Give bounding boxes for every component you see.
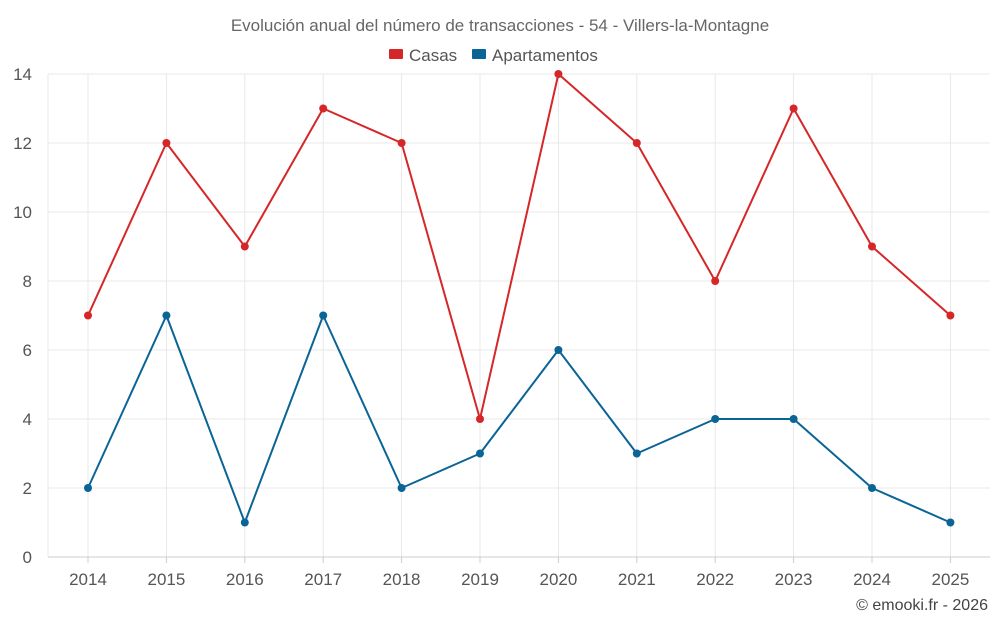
legend-swatch-casas [389, 49, 403, 59]
data-point-casas[interactable] [554, 70, 563, 78]
data-point-apartamentos[interactable] [946, 518, 955, 527]
legend: Casas Apartamentos [389, 46, 598, 65]
y-tick-label: 8 [23, 272, 32, 291]
legend-label-apartamentos: Apartamentos [492, 46, 598, 65]
data-point-apartamentos[interactable] [711, 415, 720, 423]
data-point-apartamentos[interactable] [476, 449, 484, 458]
y-tick-label: 2 [23, 479, 32, 498]
data-point-apartamentos[interactable] [162, 311, 171, 320]
axes: 0 2 4 6 8 10 12 14 2014 2015 2016 2017 2018 2019 2020 2… [13, 65, 990, 589]
legend-label-casas: Casas [409, 46, 457, 65]
data-point-casas[interactable] [162, 139, 171, 147]
data-point-casas[interactable] [240, 242, 249, 251]
series [84, 70, 955, 527]
data-point-apartamentos[interactable] [397, 484, 406, 492]
data-point-casas[interactable] [632, 139, 641, 147]
y-tick-label: 4 [23, 410, 32, 429]
data-point-apartamentos[interactable] [789, 415, 798, 423]
series-line-casas [87, 73, 952, 420]
data-point-casas[interactable] [319, 104, 328, 113]
x-tick-label: 2021 [618, 570, 656, 589]
legend-swatch-apartamentos [472, 49, 486, 59]
y-tick-label: 12 [13, 134, 32, 153]
x-tick-label: 2025 [931, 570, 969, 589]
data-point-apartamentos[interactable] [632, 449, 641, 458]
data-point-apartamentos[interactable] [240, 518, 249, 527]
x-tick-label: 2018 [383, 570, 421, 589]
x-tick-label: 2019 [461, 570, 499, 589]
data-point-casas[interactable] [397, 139, 406, 147]
series-line-apartamentos [87, 314, 951, 524]
grid [47, 73, 990, 557]
x-tick-label: 2024 [853, 570, 891, 589]
y-tick-label: 6 [23, 341, 32, 360]
x-tick-label: 2023 [775, 570, 813, 589]
data-point-casas[interactable] [789, 104, 798, 113]
data-point-casas[interactable] [946, 311, 955, 320]
data-point-casas[interactable] [84, 311, 92, 320]
data-point-apartamentos[interactable] [554, 346, 563, 354]
data-point-casas[interactable] [711, 277, 720, 285]
data-point-apartamentos[interactable] [868, 484, 876, 492]
data-point-apartamentos[interactable] [84, 484, 92, 492]
x-tick-label: 2015 [147, 570, 185, 589]
data-point-casas[interactable] [868, 242, 876, 251]
x-tick-label: 2014 [69, 570, 107, 589]
data-point-casas[interactable] [476, 415, 484, 423]
data-point-apartamentos[interactable] [319, 311, 328, 320]
x-tick-label: 2020 [539, 570, 577, 589]
y-tick-label: 14 [13, 65, 32, 84]
x-tick-label: 2017 [304, 570, 342, 589]
x-tick-label: 2016 [226, 570, 264, 589]
y-tick-label: 0 [23, 548, 32, 567]
chart-title: Evolución anual del número de transaccio… [231, 16, 769, 35]
y-tick-label: 10 [13, 203, 32, 222]
x-tick-label: 2022 [696, 570, 734, 589]
credit-text: © emooki.fr - 2026 [856, 597, 988, 614]
